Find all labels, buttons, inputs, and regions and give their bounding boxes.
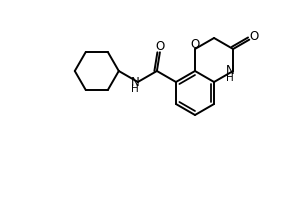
- Text: H: H: [226, 73, 234, 83]
- Text: O: O: [155, 40, 164, 53]
- Text: O: O: [250, 30, 259, 43]
- Text: H: H: [131, 84, 139, 94]
- Text: N: N: [130, 75, 139, 88]
- Text: N: N: [226, 64, 235, 77]
- Text: O: O: [190, 38, 200, 51]
